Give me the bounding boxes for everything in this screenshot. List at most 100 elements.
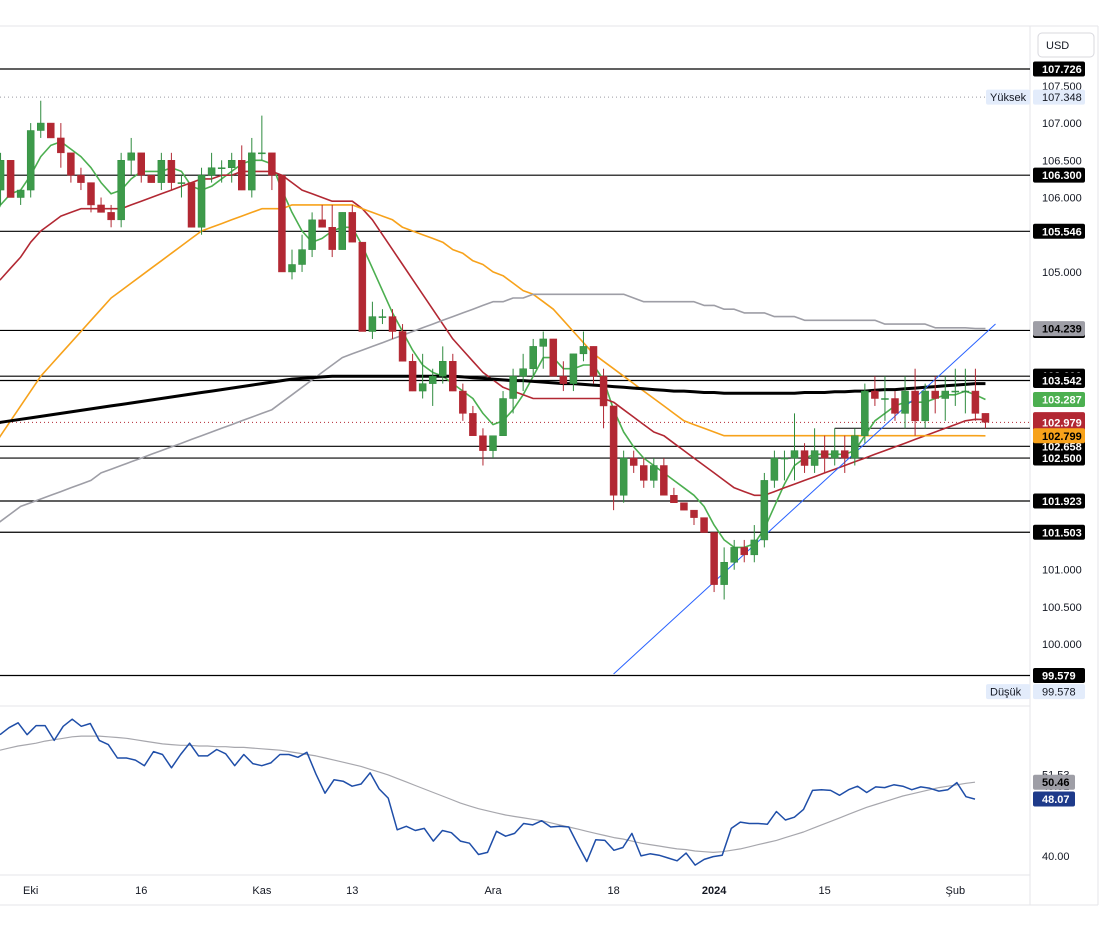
candle xyxy=(418,353,427,399)
candle-body xyxy=(77,174,85,183)
candle-body xyxy=(881,398,889,400)
candle xyxy=(117,152,125,228)
candle xyxy=(77,167,85,191)
candle xyxy=(881,376,889,421)
candle xyxy=(810,428,819,473)
candle xyxy=(609,405,618,511)
candle xyxy=(539,331,547,369)
candle xyxy=(358,241,367,332)
candle xyxy=(911,368,919,436)
level-badge-bg xyxy=(1033,493,1085,509)
candle-body xyxy=(37,122,45,131)
price-tick: 101.000 xyxy=(1042,565,1082,577)
level-badge: 107.726 xyxy=(1042,64,1082,76)
indicator-badge-bg xyxy=(1033,774,1075,790)
price-tick: 105.000 xyxy=(1042,267,1082,279)
level-badge: 105.546 xyxy=(1042,226,1082,238)
candle xyxy=(961,368,970,414)
candle-body xyxy=(227,160,236,168)
candle-body xyxy=(459,390,467,414)
candle-body xyxy=(871,390,879,399)
candle xyxy=(469,405,477,436)
candle-body xyxy=(981,413,990,423)
time-tick: Ara xyxy=(484,885,502,897)
candle-body xyxy=(509,375,517,399)
candle-body xyxy=(700,517,708,533)
candle-body xyxy=(479,435,487,451)
candle xyxy=(529,338,537,377)
candle-body xyxy=(629,457,638,466)
time-tick: 16 xyxy=(135,885,147,897)
currency-button[interactable]: USD xyxy=(1037,32,1095,58)
candle-body xyxy=(740,547,748,556)
candle xyxy=(368,301,377,339)
candle-body xyxy=(559,375,568,384)
candle-body xyxy=(439,361,447,377)
level-badge: 101.923 xyxy=(1042,496,1082,508)
candlesticks xyxy=(0,100,990,600)
time-tick: 13 xyxy=(346,885,358,897)
candle-body xyxy=(398,331,407,362)
candle-body xyxy=(941,390,949,399)
candle xyxy=(167,152,176,191)
candle xyxy=(650,458,658,488)
candle-body xyxy=(810,450,819,466)
price-badge-bg xyxy=(1033,391,1085,407)
price-badge-bg xyxy=(1033,321,1085,337)
candle xyxy=(248,137,256,198)
candle xyxy=(268,152,276,191)
candle-body xyxy=(720,562,728,585)
level-badge: 103.542 xyxy=(1042,375,1082,387)
candle-body xyxy=(0,160,5,191)
candle xyxy=(428,368,437,406)
candle-body xyxy=(238,160,246,191)
candle xyxy=(147,174,156,183)
candle xyxy=(619,450,628,503)
candle-body xyxy=(539,338,547,347)
candle xyxy=(308,212,316,258)
candle-body xyxy=(911,390,919,422)
candle xyxy=(599,368,608,429)
candle xyxy=(187,182,196,228)
candle-body xyxy=(207,167,216,176)
candle xyxy=(981,413,990,429)
candle-body xyxy=(790,450,799,459)
candle xyxy=(6,160,15,198)
candle xyxy=(67,152,75,183)
candle-body xyxy=(26,130,35,191)
candle xyxy=(238,145,246,191)
price-badge: 102.979 xyxy=(1042,417,1082,429)
price-badge: 102.799 xyxy=(1042,431,1082,443)
candle-body xyxy=(47,122,55,139)
candle xyxy=(700,517,708,533)
candle-body xyxy=(489,435,497,451)
candle xyxy=(790,413,799,481)
candle xyxy=(851,428,859,466)
candle-body xyxy=(820,450,829,459)
low-marker-label: Düşük xyxy=(990,687,1022,699)
candle-body xyxy=(137,152,145,176)
time-tick: 15 xyxy=(819,885,831,897)
candle-body xyxy=(348,212,357,243)
candle-body xyxy=(107,212,115,221)
candle xyxy=(288,249,296,280)
candle-body xyxy=(449,361,457,392)
candle xyxy=(197,167,206,235)
candle-body xyxy=(177,182,186,184)
candle xyxy=(177,175,186,198)
price-badge: 103.287 xyxy=(1042,394,1082,406)
candle xyxy=(0,152,5,205)
high-marker-value-bg xyxy=(1033,89,1085,105)
low-marker-value-bg xyxy=(1033,684,1085,700)
candle xyxy=(137,152,145,183)
candle xyxy=(861,383,869,444)
moving-average-4 xyxy=(0,293,986,523)
candle-body xyxy=(298,249,306,265)
candle xyxy=(971,368,980,421)
candle-body xyxy=(97,204,105,213)
price-tick: 100.000 xyxy=(1042,639,1082,651)
candle xyxy=(157,152,166,191)
candle-body xyxy=(67,152,75,176)
candle-body xyxy=(710,532,718,585)
